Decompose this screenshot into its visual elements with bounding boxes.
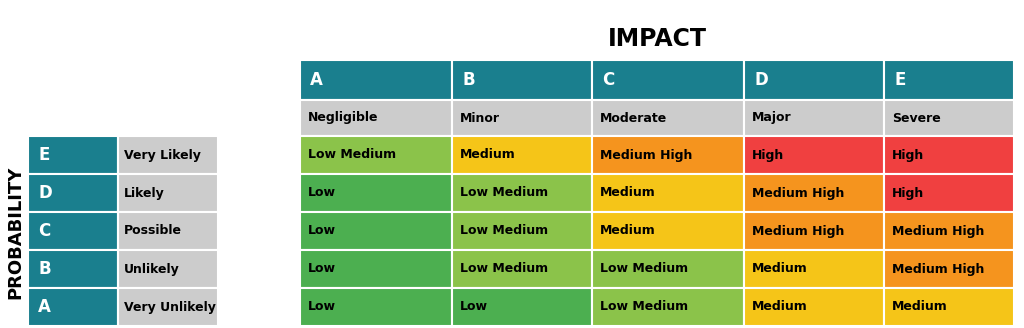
Text: Medium: Medium [600,187,655,199]
Bar [28,212,118,250]
Bar [884,136,1014,174]
Bar [300,212,452,250]
Bar [300,136,452,174]
Bar [884,60,1014,100]
Bar [300,250,452,288]
Text: PROBABILITY: PROBABILITY [6,165,24,299]
Bar [744,174,884,212]
Bar [300,174,452,212]
Bar [592,136,744,174]
Bar [452,136,592,174]
Text: E: E [894,71,905,89]
Text: High: High [892,149,925,161]
Text: Low Medium: Low Medium [460,224,548,237]
Text: Minor: Minor [460,112,500,125]
Text: Low Medium: Low Medium [308,149,396,161]
Bar [118,250,218,288]
Text: Low: Low [460,300,488,314]
Bar [592,174,744,212]
Bar [28,250,118,288]
Text: B: B [462,71,475,89]
Bar [884,288,1014,326]
Text: Medium: Medium [600,224,655,237]
Bar [744,212,884,250]
Text: Very Unlikely: Very Unlikely [124,300,216,314]
Text: Low: Low [308,300,336,314]
Text: Moderate: Moderate [600,112,668,125]
Text: B: B [38,260,50,278]
Text: Low Medium: Low Medium [460,262,548,276]
Bar [744,136,884,174]
Bar [884,212,1014,250]
Bar [118,212,218,250]
Text: Low: Low [308,187,336,199]
Text: D: D [38,184,52,202]
Bar [452,288,592,326]
Text: Medium High: Medium High [892,224,984,237]
Text: Negligible: Negligible [308,112,379,125]
Text: C: C [602,71,614,89]
Text: Low Medium: Low Medium [600,262,688,276]
Text: Medium High: Medium High [752,187,845,199]
Bar [28,288,118,326]
Bar [452,174,592,212]
Bar [300,288,452,326]
Bar [744,60,884,100]
Bar [300,60,452,100]
Text: Unlikely: Unlikely [124,262,180,276]
Text: Medium High: Medium High [752,224,845,237]
Bar [118,136,218,174]
Bar [452,250,592,288]
Text: A: A [38,298,51,316]
Text: Low: Low [308,262,336,276]
Bar [452,60,592,100]
Bar [884,100,1014,136]
Text: Very Likely: Very Likely [124,149,201,161]
Bar [452,212,592,250]
Bar [28,136,118,174]
Bar [592,288,744,326]
Bar [592,212,744,250]
Text: Low Medium: Low Medium [460,187,548,199]
Bar [744,288,884,326]
Bar [28,174,118,212]
Text: High: High [752,149,784,161]
Bar [744,250,884,288]
Text: IMPACT: IMPACT [607,27,707,51]
Text: Medium High: Medium High [600,149,692,161]
Text: Medium: Medium [752,300,808,314]
Text: Likely: Likely [124,187,165,199]
Bar [744,100,884,136]
Bar [300,100,452,136]
Bar [592,250,744,288]
Text: Major: Major [752,112,792,125]
Text: Medium: Medium [460,149,516,161]
Bar [592,60,744,100]
Text: Severe: Severe [892,112,941,125]
Text: Low: Low [308,224,336,237]
Bar [884,174,1014,212]
Bar [118,174,218,212]
Text: E: E [38,146,49,164]
Text: Medium: Medium [892,300,948,314]
Bar [884,250,1014,288]
Text: A: A [310,71,323,89]
Bar [592,100,744,136]
Bar [452,100,592,136]
Text: Medium High: Medium High [892,262,984,276]
Text: Medium: Medium [752,262,808,276]
Bar [118,288,218,326]
Text: D: D [754,71,768,89]
Text: Low Medium: Low Medium [600,300,688,314]
Text: Possible: Possible [124,224,182,237]
Text: C: C [38,222,50,240]
Text: High: High [892,187,925,199]
